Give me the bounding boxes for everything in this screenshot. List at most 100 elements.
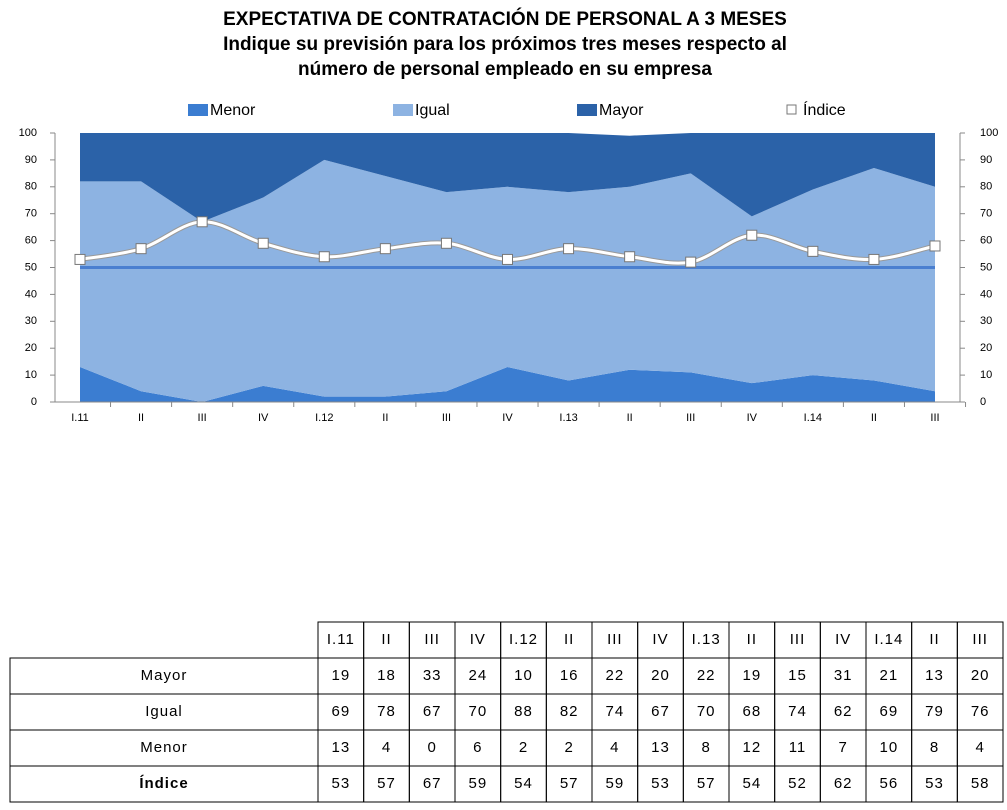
x-tick-label: III <box>442 412 451 424</box>
table-value: 57 <box>697 775 716 792</box>
table-value: 13 <box>651 739 670 756</box>
table-header: I.13 <box>692 631 721 648</box>
legend-marker <box>786 104 797 115</box>
table-row-label: Índice <box>139 775 188 792</box>
point <box>868 253 880 265</box>
x-tick-label: IV <box>502 412 513 424</box>
table-value: 52 <box>788 775 807 792</box>
table-row-label: Mayor <box>141 667 188 684</box>
legend-label: Mayor <box>599 102 644 119</box>
table-value: 4 <box>382 739 391 756</box>
table-value: 13 <box>331 739 350 756</box>
x-tick-label: III <box>930 412 939 424</box>
table-value: 54 <box>742 775 761 792</box>
point <box>440 237 452 249</box>
table-value: 79 <box>925 703 944 720</box>
table-value: 76 <box>971 703 990 720</box>
point <box>318 251 330 263</box>
table-value: 18 <box>377 667 396 684</box>
table-value: 58 <box>971 775 990 792</box>
table-value: 53 <box>651 775 670 792</box>
table-value: 0 <box>427 739 436 756</box>
table-value: 54 <box>514 775 533 792</box>
legend-label: Igual <box>415 102 450 119</box>
table-value: 19 <box>742 667 761 684</box>
point <box>135 243 147 255</box>
table-value: 78 <box>377 703 396 720</box>
table-header: II <box>747 631 757 648</box>
table-value: 20 <box>971 667 990 684</box>
area <box>80 159 935 402</box>
table-value: 10 <box>514 667 533 684</box>
table-value: 22 <box>697 667 716 684</box>
y2-tick-label: 50 <box>980 261 992 273</box>
y-tick-label: 40 <box>25 288 37 300</box>
y-tick-label: 30 <box>25 315 37 327</box>
legend-label: Índice <box>803 100 846 119</box>
x-tick-label: I.11 <box>71 412 89 424</box>
table-value: 53 <box>331 775 350 792</box>
y2-tick-label: 20 <box>980 342 992 354</box>
table-value: 56 <box>879 775 898 792</box>
table-header: II <box>381 631 391 648</box>
area <box>80 133 935 222</box>
table-value: 53 <box>925 775 944 792</box>
table-value: 31 <box>834 667 853 684</box>
table-value: 8 <box>701 739 710 756</box>
table-value: 10 <box>879 739 898 756</box>
area <box>80 367 935 402</box>
y-tick-label: 80 <box>25 181 37 193</box>
table-value: 69 <box>879 703 898 720</box>
x-tick-label: II <box>382 412 388 424</box>
table-value: 74 <box>788 703 807 720</box>
table-value: 15 <box>788 667 807 684</box>
table-value: 2 <box>564 739 573 756</box>
y-tick-label: 90 <box>25 154 37 166</box>
table-row-label: Igual <box>145 703 183 720</box>
x-tick-label: IV <box>258 412 269 424</box>
table-value: 67 <box>423 775 442 792</box>
point <box>379 243 391 255</box>
table-value: 33 <box>423 667 442 684</box>
y-tick-label: 0 <box>31 396 37 408</box>
y-tick-label: 100 <box>19 127 37 139</box>
point <box>74 253 86 265</box>
y-tick-label: 70 <box>25 208 37 220</box>
table-value: 62 <box>834 775 853 792</box>
table-value: 22 <box>605 667 624 684</box>
chart-subtitle: número de personal empleado en su empres… <box>298 59 712 80</box>
chart-subtitle: Indique su previsión para los próximos t… <box>223 34 787 55</box>
table-header: III <box>424 631 440 648</box>
y2-tick-label: 0 <box>980 396 986 408</box>
x-tick-label: II <box>627 412 633 424</box>
table-header: II <box>929 631 939 648</box>
y2-tick-label: 80 <box>980 181 992 193</box>
point <box>746 229 758 241</box>
table-value: 7 <box>838 739 847 756</box>
y2-tick-label: 40 <box>980 288 992 300</box>
table-cell <box>956 765 1004 803</box>
y2-tick-label: 30 <box>980 315 992 327</box>
table-row-label: Menor <box>140 739 188 756</box>
table-value: 57 <box>560 775 579 792</box>
point <box>563 243 575 255</box>
x-tick-label: II <box>871 412 877 424</box>
x-tick-label: I.12 <box>315 412 333 424</box>
table-value: 69 <box>331 703 350 720</box>
x-tick-label: I.14 <box>804 412 822 424</box>
table-header: I.11 <box>327 631 355 648</box>
x-tick-label: IV <box>747 412 758 424</box>
table-value: 12 <box>742 739 761 756</box>
table-header: III <box>972 631 988 648</box>
legend-swatch <box>393 104 413 116</box>
table-header: II <box>564 631 574 648</box>
y2-tick-label: 90 <box>980 154 992 166</box>
legend-swatch <box>188 104 208 116</box>
table-value: 57 <box>377 775 396 792</box>
y-tick-label: 50 <box>25 261 37 273</box>
table-value: 88 <box>514 703 533 720</box>
y-tick-label: 20 <box>25 342 37 354</box>
table-header: III <box>607 631 623 648</box>
y2-tick-label: 70 <box>980 208 992 220</box>
point <box>929 240 941 252</box>
